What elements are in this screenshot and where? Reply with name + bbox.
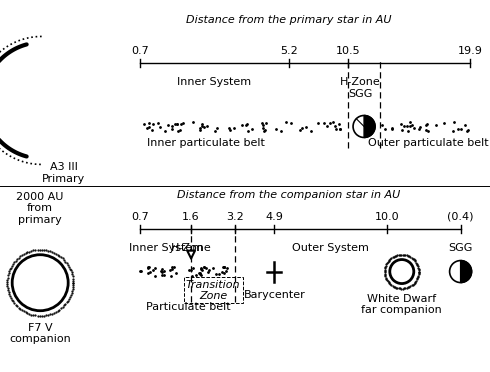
- Text: Distance from the companion star in AU: Distance from the companion star in AU: [177, 190, 401, 200]
- Text: Barycenter: Barycenter: [244, 289, 305, 299]
- Text: H-Zone: H-Zone: [340, 77, 381, 87]
- Text: SGG: SGG: [348, 89, 372, 99]
- Text: 4.9: 4.9: [266, 212, 283, 222]
- Text: 0.7: 0.7: [131, 212, 148, 222]
- Text: 10.5: 10.5: [336, 46, 360, 56]
- Text: F7 V
companion: F7 V companion: [9, 323, 71, 344]
- Text: A3 III
Primary: A3 III Primary: [42, 163, 85, 184]
- Text: White Dwarf
far companion: White Dwarf far companion: [362, 294, 442, 315]
- Text: Transition
Zone: Transition Zone: [186, 280, 241, 301]
- Text: Outer particulate belt: Outer particulate belt: [368, 138, 489, 148]
- Text: Particulate belt: Particulate belt: [147, 302, 231, 312]
- Circle shape: [450, 260, 471, 283]
- Text: 19.9: 19.9: [458, 46, 483, 56]
- Wedge shape: [364, 115, 375, 138]
- Text: Inner System: Inner System: [128, 243, 203, 253]
- Text: 0.7: 0.7: [131, 46, 148, 56]
- Text: 2000 AU
from
primary: 2000 AU from primary: [17, 192, 64, 225]
- Text: Outer System: Outer System: [293, 243, 369, 253]
- Text: (0.4): (0.4): [447, 212, 474, 222]
- Text: 5.2: 5.2: [280, 46, 298, 56]
- Text: Distance from the primary star in AU: Distance from the primary star in AU: [186, 15, 392, 25]
- Text: 10.0: 10.0: [375, 212, 399, 222]
- Text: H-Zone: H-Zone: [171, 243, 212, 253]
- Circle shape: [390, 260, 414, 283]
- Text: 3.2: 3.2: [226, 212, 244, 222]
- Text: Inner System: Inner System: [177, 77, 251, 87]
- Text: Inner particulate belt: Inner particulate belt: [147, 138, 265, 148]
- Circle shape: [12, 255, 68, 311]
- Wedge shape: [461, 260, 471, 283]
- Text: 1.6: 1.6: [182, 212, 200, 222]
- Text: SGG: SGG: [448, 243, 473, 253]
- Circle shape: [353, 115, 375, 138]
